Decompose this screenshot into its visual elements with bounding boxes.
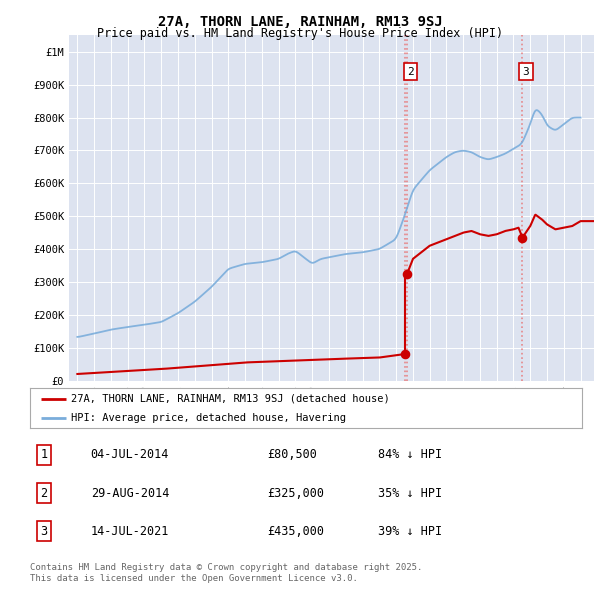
Text: Contains HM Land Registry data © Crown copyright and database right 2025.
This d: Contains HM Land Registry data © Crown c…: [30, 563, 422, 583]
Text: 14-JUL-2021: 14-JUL-2021: [91, 525, 169, 538]
Text: 39% ↓ HPI: 39% ↓ HPI: [378, 525, 442, 538]
Text: 1: 1: [40, 448, 47, 461]
Text: HPI: Average price, detached house, Havering: HPI: Average price, detached house, Have…: [71, 413, 346, 422]
Point: [518, 233, 527, 242]
Text: 35% ↓ HPI: 35% ↓ HPI: [378, 487, 442, 500]
Text: £435,000: £435,000: [268, 525, 325, 538]
Text: 04-JUL-2014: 04-JUL-2014: [91, 448, 169, 461]
Text: £80,500: £80,500: [268, 448, 317, 461]
Text: 27A, THORN LANE, RAINHAM, RM13 9SJ (detached house): 27A, THORN LANE, RAINHAM, RM13 9SJ (deta…: [71, 394, 390, 404]
Text: 29-AUG-2014: 29-AUG-2014: [91, 487, 169, 500]
Text: 84% ↓ HPI: 84% ↓ HPI: [378, 448, 442, 461]
Text: £325,000: £325,000: [268, 487, 325, 500]
Text: 3: 3: [523, 67, 529, 77]
Text: Price paid vs. HM Land Registry's House Price Index (HPI): Price paid vs. HM Land Registry's House …: [97, 27, 503, 40]
Text: 2: 2: [407, 67, 414, 77]
Text: 27A, THORN LANE, RAINHAM, RM13 9SJ: 27A, THORN LANE, RAINHAM, RM13 9SJ: [158, 15, 442, 29]
Text: 3: 3: [40, 525, 47, 538]
Point: [403, 269, 412, 278]
Point: [400, 349, 409, 359]
Text: 2: 2: [40, 487, 47, 500]
